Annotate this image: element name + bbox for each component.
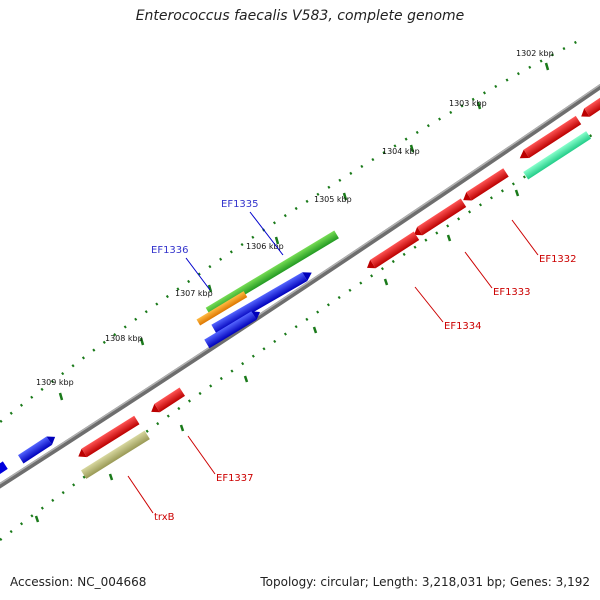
- gene-ef1332[interactable]: [466, 168, 509, 201]
- tick-label-1308: 1308 kbp: [105, 334, 143, 343]
- tick-label-1304: 1304 kbp: [382, 147, 420, 156]
- gene-khaki-bar: [80, 430, 150, 479]
- gene-labels: EF1335 EF1336 EF1332 EF1333 EF1334 EF133…: [151, 199, 577, 523]
- label-trxb[interactable]: trxB: [154, 512, 175, 523]
- gene-red-top[interactable]: [523, 115, 582, 159]
- label-ef1336[interactable]: EF1336: [151, 245, 189, 256]
- genome-backbone: [0, 83, 600, 489]
- gene-ef1336-arrow[interactable]: [204, 311, 257, 349]
- gene-ef1334[interactable]: [370, 231, 420, 269]
- reverse-strand-genes: [78, 94, 600, 479]
- tick-label-1306: 1306 kbp: [246, 242, 284, 251]
- tick-label-1309: 1309 kbp: [36, 378, 74, 387]
- tick-label-1307: 1307 kbp: [175, 289, 213, 298]
- outer-tick-ring: [0, 38, 581, 424]
- label-ef1337[interactable]: EF1337: [216, 473, 254, 484]
- major-ticks: [58, 62, 550, 401]
- label-ef1335[interactable]: EF1335: [221, 199, 259, 210]
- accession-text: Accession: NC_004668: [10, 575, 147, 589]
- gene-trxb[interactable]: [81, 415, 140, 458]
- gene-ef1335-head[interactable]: [302, 268, 314, 281]
- gene-ef1337[interactable]: [154, 387, 185, 413]
- gene-ef1336-head[interactable]: [251, 308, 262, 320]
- inner-major-ticks: [34, 189, 520, 523]
- topology-text: Topology: circular; Length: 3,218,031 bp…: [260, 575, 590, 589]
- gene-ef1335-arrow[interactable]: [211, 272, 308, 334]
- tick-label-1303: 1303 kbp: [449, 99, 487, 108]
- forward-strand-genes: [0, 230, 339, 476]
- label-ef1332[interactable]: EF1332: [539, 254, 577, 265]
- rna-orange-bar: [196, 291, 248, 326]
- tick-label-1302: 1302 kbp: [516, 49, 554, 58]
- label-leaders: [127, 211, 539, 514]
- map-title: Enterococcus faecalis V583, complete gen…: [135, 8, 465, 24]
- gene-red-edge[interactable]: [584, 94, 600, 117]
- gene-left-blue-a[interactable]: [18, 436, 52, 464]
- gene-left-blue-b[interactable]: [0, 461, 8, 476]
- label-ef1334[interactable]: EF1334: [444, 321, 482, 332]
- inner-tick-ring: [0, 128, 600, 541]
- tick-labels: 1302 kbp 1303 kbp 1304 kbp 1305 kbp 1306…: [36, 49, 554, 387]
- tick-label-1305: 1305 kbp: [314, 195, 352, 204]
- gene-cyan-bar: [523, 131, 592, 180]
- gene-ef1333[interactable]: [417, 198, 467, 236]
- label-ef1333[interactable]: EF1333: [493, 287, 531, 298]
